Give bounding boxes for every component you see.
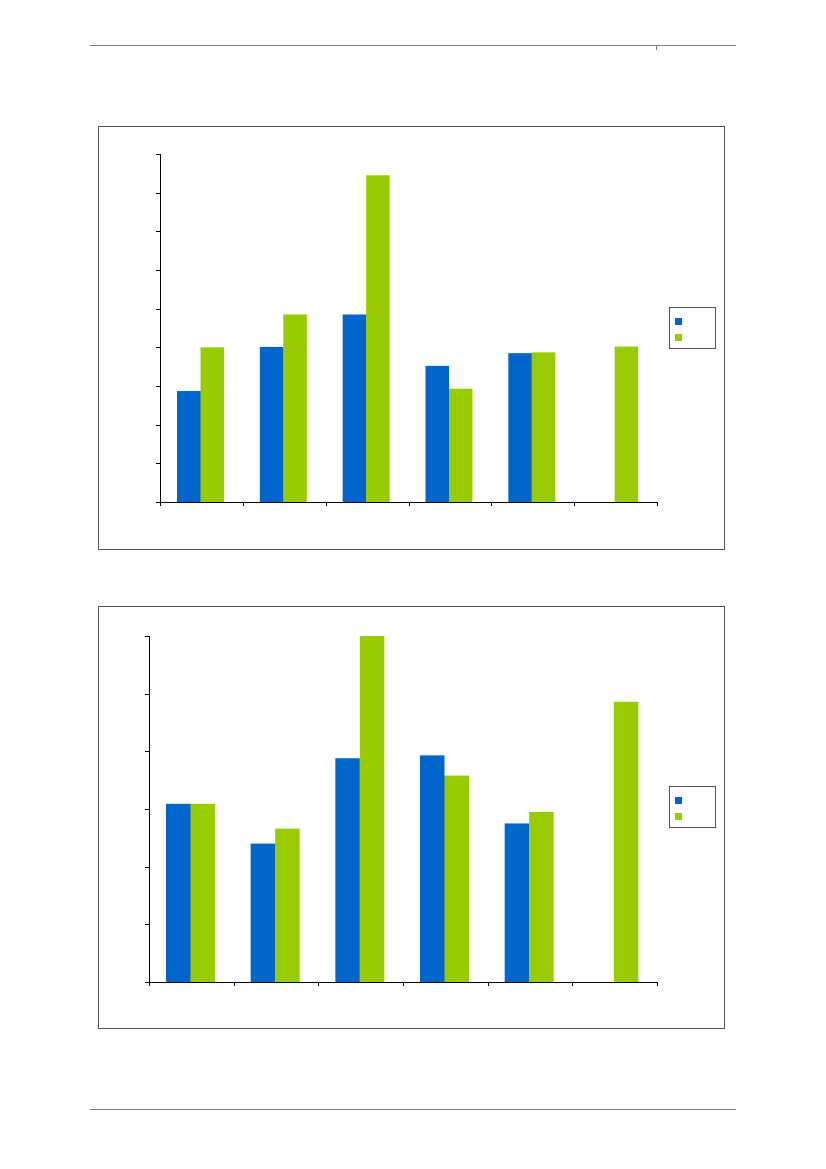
chart-2 — [98, 606, 725, 1029]
bar-series-a-5 — [508, 353, 532, 502]
chart-1-legend — [669, 307, 716, 349]
legend-swatch-series-a — [675, 796, 682, 804]
bar-series-a-4 — [420, 755, 445, 982]
legend-item-series-b — [675, 811, 686, 821]
chart-2-plot — [145, 636, 658, 986]
bar-series-b-4 — [444, 775, 469, 982]
footer-rule — [90, 1109, 736, 1110]
bar-series-a-2 — [250, 843, 276, 982]
chart-2-legend — [669, 786, 716, 828]
bar-series-b-6 — [613, 701, 639, 982]
bar-series-b-5 — [531, 352, 556, 502]
legend-item-series-a — [675, 795, 686, 805]
bar-series-a-5 — [504, 823, 530, 982]
bar-series-a-1 — [166, 803, 191, 982]
bar-series-b-1 — [200, 347, 224, 502]
bar-series-b-1 — [190, 803, 215, 982]
header-rule — [90, 45, 736, 46]
bar-series-b-2 — [283, 314, 307, 502]
bar-series-a-2 — [259, 346, 284, 502]
chart-1 — [98, 126, 725, 550]
legend-item-series-b — [675, 332, 686, 342]
bar-series-b-6 — [614, 346, 639, 502]
bar-series-a-3 — [342, 314, 367, 502]
bar-series-a-4 — [425, 365, 449, 502]
legend-swatch-series-b — [675, 812, 682, 820]
legend-swatch-series-b — [675, 333, 682, 341]
chart-1-plot — [156, 154, 658, 506]
header-rule-tick — [656, 46, 657, 50]
bar-series-b-3 — [366, 175, 390, 502]
bar-series-a-3 — [335, 758, 360, 982]
bar-series-b-5 — [529, 811, 554, 982]
bar-series-b-2 — [275, 828, 300, 982]
legend-swatch-series-a — [675, 317, 682, 325]
bar-series-a-1 — [177, 391, 201, 502]
legend-item-series-a — [675, 316, 686, 326]
bar-series-b-3 — [359, 636, 385, 982]
bar-series-b-4 — [449, 388, 473, 502]
